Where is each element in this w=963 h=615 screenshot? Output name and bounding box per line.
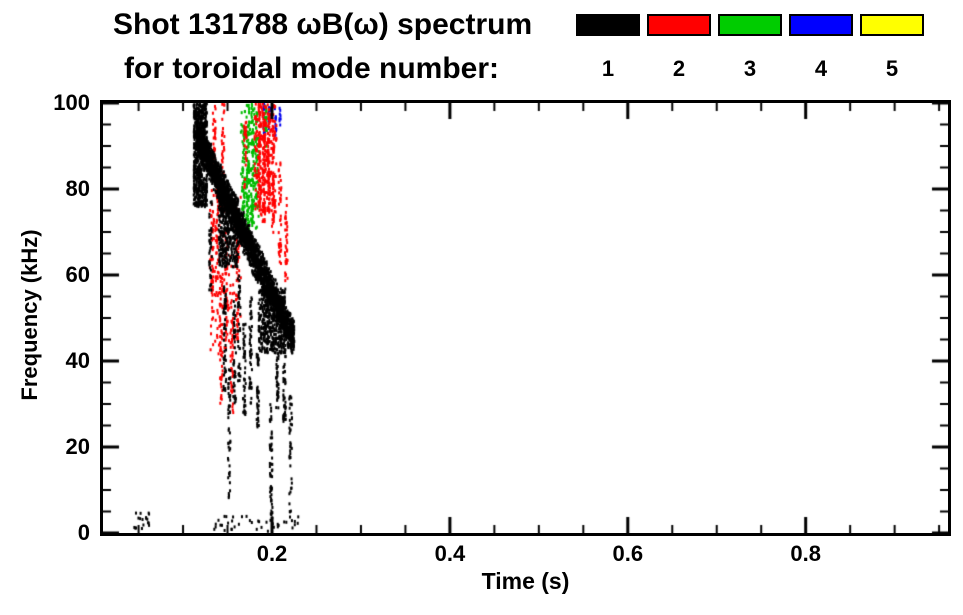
legend-swatch-n5 bbox=[860, 14, 924, 36]
x-tick-label: 0.6 bbox=[612, 541, 644, 566]
legend-swatch-n1 bbox=[576, 14, 640, 36]
legend-number-n3: 3 bbox=[743, 56, 757, 81]
y-tick-label: 20 bbox=[65, 434, 90, 459]
y-tick-label: 60 bbox=[65, 262, 90, 287]
legend-swatch-n3 bbox=[718, 14, 782, 36]
plot-area bbox=[100, 100, 951, 536]
y-tick-label: 0 bbox=[77, 520, 90, 545]
chart-title-line2: for toroidal mode number: bbox=[124, 52, 499, 86]
y-tick-label: 100 bbox=[53, 90, 90, 115]
x-tick-label: 0.2 bbox=[256, 541, 288, 566]
chart-title-line1: Shot 131788 ωB(ω) spectrum bbox=[113, 8, 532, 42]
x-tick-label: 0.8 bbox=[790, 541, 821, 566]
legend-number-n2: 2 bbox=[672, 56, 686, 81]
y-axis-label: Frequency (kHz) bbox=[17, 229, 42, 401]
legend-number-n4: 4 bbox=[814, 56, 828, 81]
x-axis-label: Time (s) bbox=[481, 568, 570, 594]
chart-title-line2-text: for toroidal mode number: bbox=[124, 52, 499, 85]
legend-swatch-n4 bbox=[789, 14, 853, 36]
legend-mode-numbers: 1 2 3 4 5 bbox=[576, 56, 924, 82]
y-tick-label: 80 bbox=[65, 176, 90, 201]
legend-swatch-n2 bbox=[647, 14, 711, 36]
legend-swatches bbox=[576, 14, 924, 36]
legend-number-n5: 5 bbox=[885, 56, 899, 81]
x-tick-label: 0.4 bbox=[434, 541, 466, 566]
legend-number-n1: 1 bbox=[601, 56, 615, 81]
y-tick-label: 40 bbox=[65, 348, 90, 373]
chart-title-line1-text: Shot 131788 ωB(ω) spectrum bbox=[113, 8, 533, 41]
